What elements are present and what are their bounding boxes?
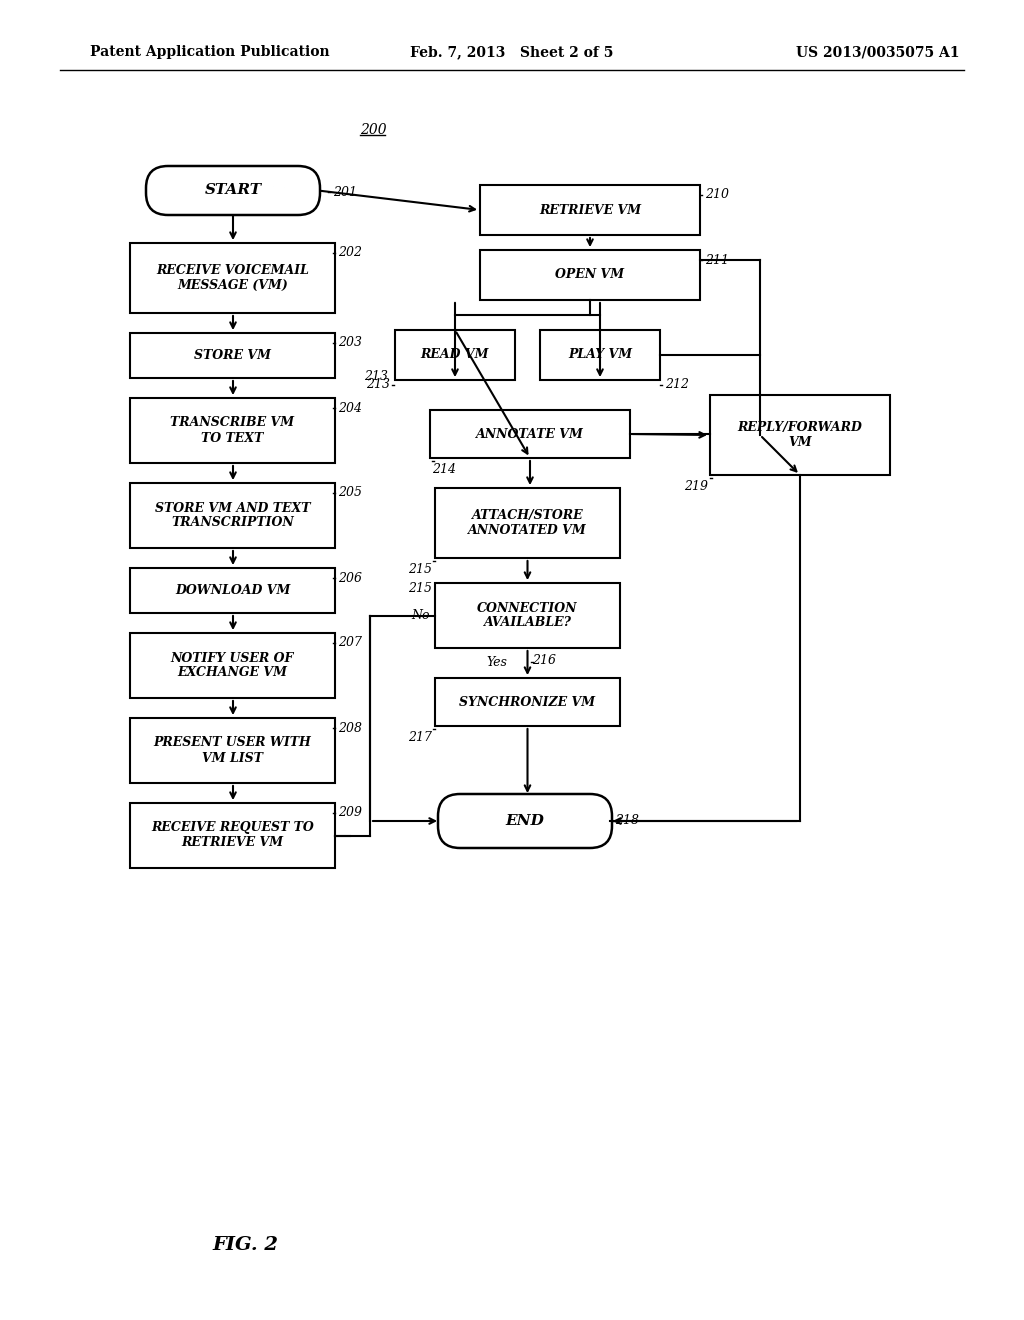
Text: DOWNLOAD VM: DOWNLOAD VM <box>175 583 290 597</box>
Bar <box>435 583 620 648</box>
Bar <box>430 411 630 458</box>
Text: US 2013/0035075 A1: US 2013/0035075 A1 <box>797 45 961 59</box>
Text: PLAY VM: PLAY VM <box>568 348 632 362</box>
Text: TRANSCRIBE VM
TO TEXT: TRANSCRIBE VM TO TEXT <box>170 417 295 445</box>
Text: 217: 217 <box>408 731 432 744</box>
Bar <box>480 185 700 235</box>
Text: 213: 213 <box>366 379 390 392</box>
Text: 214: 214 <box>432 463 456 477</box>
Bar <box>435 678 620 726</box>
Text: Yes: Yes <box>486 656 508 669</box>
Text: END: END <box>506 814 545 828</box>
Text: 202: 202 <box>338 247 362 260</box>
Text: 201: 201 <box>333 186 357 198</box>
Text: Feb. 7, 2013   Sheet 2 of 5: Feb. 7, 2013 Sheet 2 of 5 <box>411 45 613 59</box>
Bar <box>130 333 335 378</box>
Text: ANNOTATE VM: ANNOTATE VM <box>476 428 584 441</box>
Text: STORE VM: STORE VM <box>194 348 271 362</box>
Bar <box>130 718 335 783</box>
Text: FIG. 2: FIG. 2 <box>212 1236 278 1254</box>
Text: 215: 215 <box>408 564 432 576</box>
Text: RECEIVE REQUEST TO
RETRIEVE VM: RECEIVE REQUEST TO RETRIEVE VM <box>152 821 314 850</box>
Text: 209: 209 <box>338 807 362 820</box>
Bar <box>130 803 335 869</box>
Text: SYNCHRONIZE VM: SYNCHRONIZE VM <box>460 696 596 709</box>
Text: No: No <box>412 609 430 622</box>
Text: RECEIVE VOICEMAIL
MESSAGE (VM): RECEIVE VOICEMAIL MESSAGE (VM) <box>156 264 309 292</box>
Bar <box>540 330 660 380</box>
Text: 216: 216 <box>532 653 556 667</box>
FancyBboxPatch shape <box>438 795 612 847</box>
Text: 219: 219 <box>684 480 708 492</box>
Text: Patent Application Publication: Patent Application Publication <box>90 45 330 59</box>
Text: 204: 204 <box>338 401 362 414</box>
Text: 215: 215 <box>408 582 432 594</box>
Text: 210: 210 <box>705 189 729 202</box>
Text: 206: 206 <box>338 572 362 585</box>
Bar <box>710 395 890 475</box>
Text: 211: 211 <box>705 253 729 267</box>
Bar <box>130 483 335 548</box>
Text: 205: 205 <box>338 487 362 499</box>
Text: 208: 208 <box>338 722 362 734</box>
Text: RETRIEVE VM: RETRIEVE VM <box>539 203 641 216</box>
Text: READ VM: READ VM <box>421 348 489 362</box>
Text: REPLY/FORWARD
VM: REPLY/FORWARD VM <box>737 421 862 449</box>
FancyBboxPatch shape <box>146 166 319 215</box>
Text: PRESENT USER WITH
VM LIST: PRESENT USER WITH VM LIST <box>154 737 311 764</box>
Text: 218: 218 <box>615 814 639 828</box>
Bar <box>130 243 335 313</box>
Text: START: START <box>205 183 261 198</box>
Text: STORE VM AND TEXT
TRANSCRIPTION: STORE VM AND TEXT TRANSCRIPTION <box>155 502 310 529</box>
Bar <box>130 634 335 698</box>
Bar <box>395 330 515 380</box>
Text: OPEN VM: OPEN VM <box>555 268 625 281</box>
Text: 203: 203 <box>338 337 362 350</box>
Text: 200: 200 <box>360 123 387 137</box>
Text: 207: 207 <box>338 636 362 649</box>
Bar <box>435 488 620 558</box>
Text: ATTACH/STORE
ANNOTATED VM: ATTACH/STORE ANNOTATED VM <box>468 510 587 537</box>
Bar <box>480 249 700 300</box>
Text: NOTIFY USER OF
EXCHANGE VM: NOTIFY USER OF EXCHANGE VM <box>171 652 294 680</box>
Bar <box>130 399 335 463</box>
Text: 213: 213 <box>364 370 388 383</box>
Text: CONNECTION
AVAILABLE?: CONNECTION AVAILABLE? <box>477 602 578 630</box>
Text: 212: 212 <box>665 379 689 392</box>
Bar <box>130 568 335 612</box>
